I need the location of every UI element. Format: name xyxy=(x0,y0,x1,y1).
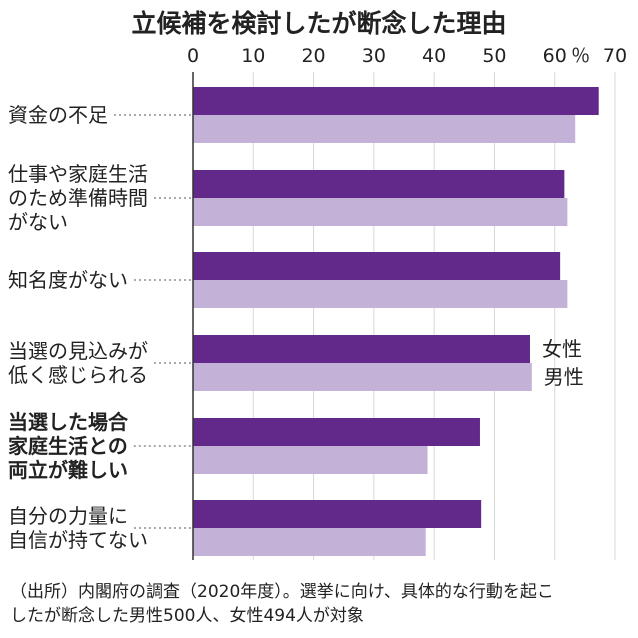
source-line-2: したが断念した男性500人、女性494人が対象 xyxy=(10,606,364,626)
x-tick-label: 30 xyxy=(362,45,386,67)
bar xyxy=(193,418,480,446)
x-tick-label: 20 xyxy=(301,45,325,67)
bar xyxy=(193,500,482,528)
bar xyxy=(193,335,530,363)
bar xyxy=(193,252,561,280)
legend-label: 男性 xyxy=(544,365,584,389)
bar xyxy=(193,528,426,556)
bar xyxy=(193,446,428,474)
category-label: 知名度がない xyxy=(8,268,128,292)
category-label: 家庭生活との xyxy=(8,434,128,458)
bar xyxy=(193,170,565,198)
chart-title: 立候補を検討したが断念した理由 xyxy=(131,9,506,38)
source-note: （出所）内閣府の調査（2020年度）。選挙に向け、具体的な行動を起こ したが断念… xyxy=(10,580,634,628)
category-label: 資金の不足 xyxy=(8,103,108,127)
bar xyxy=(193,363,532,391)
source-line-1: （出所）内閣府の調査（2020年度）。選挙に向け、具体的な行動を起こ xyxy=(10,582,554,602)
category-label: 低く感じられる xyxy=(8,363,148,387)
category-label: 仕事や家庭生活 xyxy=(8,162,148,186)
x-tick-label: 40 xyxy=(422,45,446,67)
x-tick-label: 60 xyxy=(543,45,567,67)
x-unit-label: ％ xyxy=(571,45,590,67)
category-label: がない xyxy=(8,210,68,234)
bar xyxy=(193,87,599,115)
x-tick-label: 10 xyxy=(241,45,265,67)
bar xyxy=(193,198,568,226)
x-tick-label: 0 xyxy=(187,45,199,67)
legend-label: 女性 xyxy=(542,337,582,361)
x-tick-label: 70 xyxy=(603,45,627,67)
category-label: 自分の力量に xyxy=(8,504,128,528)
category-label: 当選の見込みが xyxy=(8,339,148,363)
category-label: 両立が難しい xyxy=(8,458,128,482)
bar xyxy=(193,115,576,143)
category-label: のため準備時間 xyxy=(8,186,148,210)
category-label: 当選した場合 xyxy=(8,410,129,434)
category-label: 自信が持てない xyxy=(8,528,148,552)
bar xyxy=(193,280,568,308)
x-tick-label: 50 xyxy=(482,45,506,67)
